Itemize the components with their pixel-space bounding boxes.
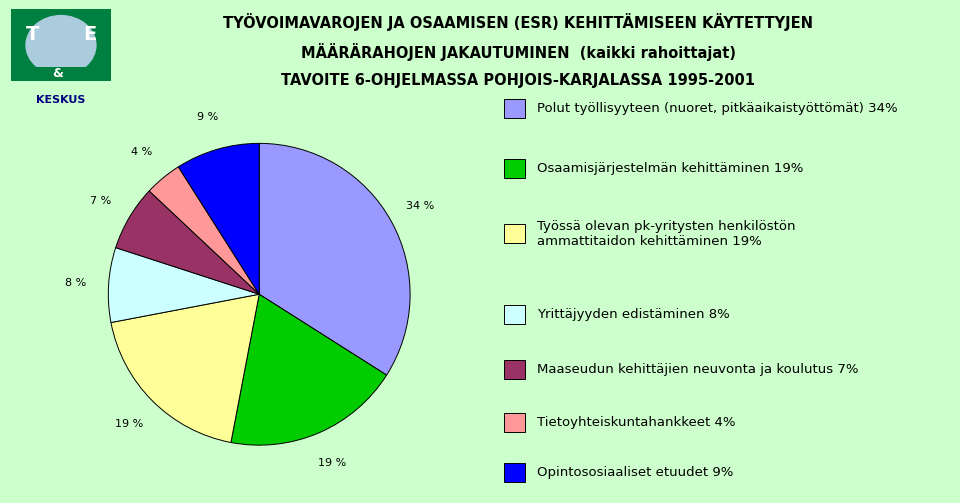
Wedge shape bbox=[111, 294, 259, 443]
Wedge shape bbox=[179, 143, 259, 294]
Text: TAVOITE 6-OHJELMASSA POHJOIS-KARJALASSA 1995-2001: TAVOITE 6-OHJELMASSA POHJOIS-KARJALASSA … bbox=[281, 73, 756, 88]
Wedge shape bbox=[259, 143, 410, 375]
Text: 9 %: 9 % bbox=[197, 113, 219, 122]
Text: Polut työllisyyteen (nuoret, pitkäaikaistyöttömät) 34%: Polut työllisyyteen (nuoret, pitkäaikais… bbox=[537, 102, 898, 115]
Text: Tietoyhteiskuntahankkeet 4%: Tietoyhteiskuntahankkeet 4% bbox=[537, 416, 735, 429]
Wedge shape bbox=[108, 247, 259, 322]
Text: TYÖVOIMAVAROJEN JA OSAAMISEN (ESR) KEHITTÄMISEEN KÄYTETTYJEN: TYÖVOIMAVAROJEN JA OSAAMISEN (ESR) KEHIT… bbox=[224, 13, 813, 31]
Text: 34 %: 34 % bbox=[406, 201, 435, 211]
Text: 19 %: 19 % bbox=[318, 458, 347, 468]
Bar bbox=[12, 67, 111, 81]
Wedge shape bbox=[116, 191, 259, 294]
Text: KESKUS: KESKUS bbox=[36, 95, 85, 105]
Circle shape bbox=[26, 16, 96, 75]
Text: 19 %: 19 % bbox=[115, 420, 143, 430]
Wedge shape bbox=[149, 167, 259, 294]
Text: Työssä olevan pk-yritysten henkilöstön
ammattitaidon kehittäminen 19%: Työssä olevan pk-yritysten henkilöstön a… bbox=[537, 220, 795, 248]
Text: 4 %: 4 % bbox=[132, 147, 153, 157]
Text: MÄÄRÄRAHOJEN JAKAUTUMINEN  (kaikki rahoittajat): MÄÄRÄRAHOJEN JAKAUTUMINEN (kaikki rahoit… bbox=[300, 43, 736, 61]
Text: &: & bbox=[54, 67, 68, 80]
Text: Maaseudun kehittäjien neuvonta ja koulutus 7%: Maaseudun kehittäjien neuvonta ja koulut… bbox=[537, 363, 858, 376]
Wedge shape bbox=[231, 294, 387, 445]
Text: Opintososiaaliset etuudet 9%: Opintososiaaliset etuudet 9% bbox=[537, 466, 733, 479]
Text: 7 %: 7 % bbox=[90, 196, 111, 206]
Text: Osaamisjärjestelmän kehittäminen 19%: Osaamisjärjestelmän kehittäminen 19% bbox=[537, 162, 803, 175]
Text: 8 %: 8 % bbox=[65, 278, 86, 288]
Text: Yrittäjyyden edistäminen 8%: Yrittäjyyden edistäminen 8% bbox=[537, 308, 730, 321]
Text: &: & bbox=[56, 40, 66, 50]
Text: E: E bbox=[83, 25, 96, 44]
FancyBboxPatch shape bbox=[12, 9, 111, 81]
Text: T: T bbox=[26, 25, 39, 44]
